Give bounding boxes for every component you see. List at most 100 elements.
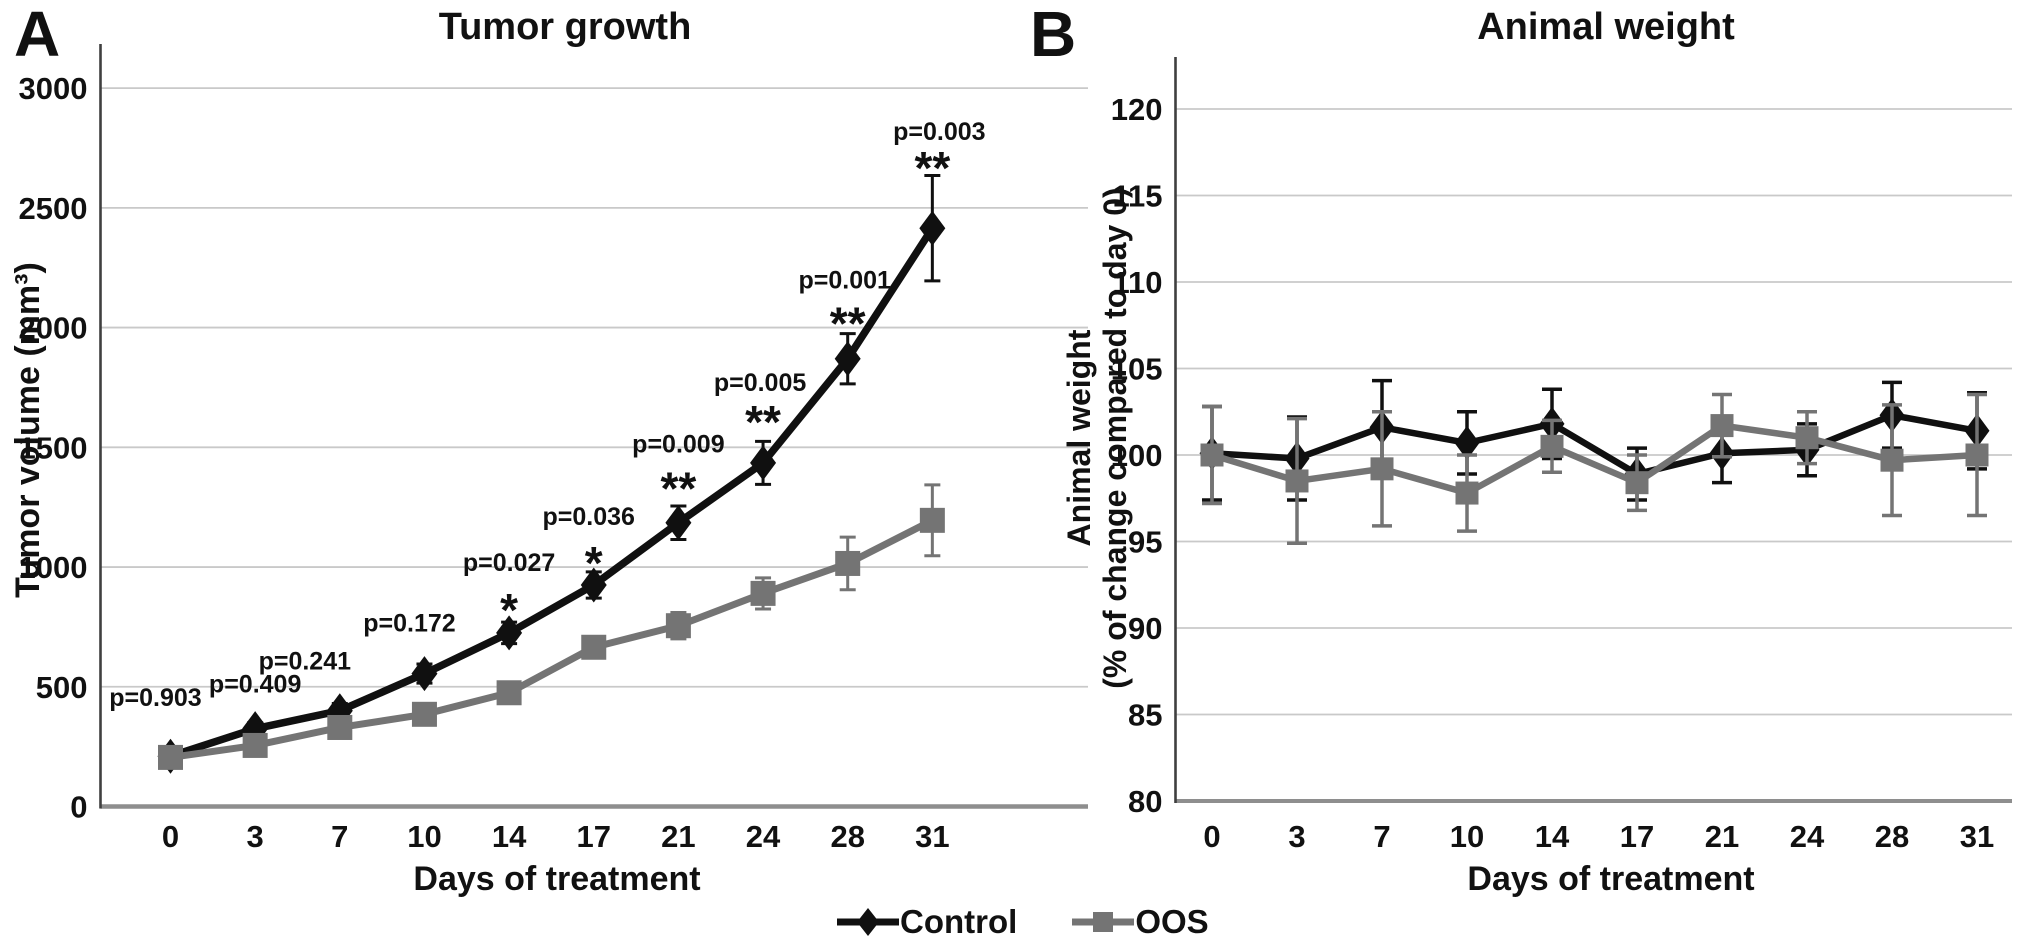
legend-label-oos: OOS — [1135, 903, 1209, 940]
panel-a-oos-marker — [242, 732, 268, 758]
panel-b-y-axis-label-line2: (% of change compared to day 0) — [1097, 187, 1133, 689]
panel-a-pvalue-label: p=0.003 — [893, 118, 985, 146]
panel-a-control-marker — [580, 567, 607, 603]
panel-b-y-tick-label: 100 — [1111, 438, 1163, 473]
panel-b-y-tick-label: 115 — [1112, 179, 1162, 214]
panel-a-x-tick-label: 21 — [661, 819, 695, 854]
panel-a-y-tick-label: 3000 — [19, 71, 88, 106]
panel-b-title: Animal weight — [1477, 6, 1735, 48]
panel-b-oos-marker — [1455, 481, 1479, 505]
panel-a-pvalue-label: p=0.241 — [259, 648, 352, 676]
panel-b-x-tick-label: 7 — [1373, 819, 1390, 854]
panel-b-x-tick-label: 31 — [1960, 819, 1994, 854]
panel-a-control-marker — [919, 210, 946, 246]
panel-a-pvalue-label: p=0.001 — [798, 267, 891, 295]
legend-entry-oos: OOS — [1071, 902, 1209, 942]
legend-entry-control: Control — [836, 902, 1017, 942]
panel-a-y-tick-label: 2500 — [19, 191, 88, 226]
panel-a-oos-marker — [919, 507, 945, 533]
panel-a-oos-marker — [327, 714, 353, 740]
panel-a-oos-marker — [665, 613, 691, 639]
panel-b-y-axis-label: Animal weight (% of change compared to d… — [1061, 18, 1133, 858]
panel-b-oos-marker — [1795, 426, 1819, 450]
panel-b-x-tick-label: 17 — [1620, 819, 1654, 854]
panel-a-significance-stars: ** — [830, 298, 866, 350]
panel-b-oos-marker — [1625, 471, 1649, 495]
panel-a-pvalue-label: p=0.903 — [109, 684, 201, 712]
panel-b-x-tick-label: 14 — [1535, 819, 1570, 854]
panel-a-pvalue-label: p=0.036 — [543, 503, 635, 531]
panel-b-y-tick-label: 80 — [1128, 784, 1162, 819]
panel-a-y-tick-label: 1000 — [19, 550, 88, 585]
panel-a-significance-stars: ** — [745, 396, 781, 448]
panel-a-x-tick-label: 3 — [247, 819, 264, 854]
panel-a-x-tick-label: 10 — [407, 819, 441, 854]
panel-b-y-tick-label: 120 — [1111, 92, 1163, 127]
panel-b-y-tick-label: 95 — [1128, 525, 1162, 560]
panel-a-x-tick-label: 24 — [746, 819, 781, 854]
control-diamond-icon — [837, 908, 899, 936]
legend-label-control: Control — [900, 903, 1018, 940]
panel-a-oos-marker — [581, 634, 607, 660]
panel-a-x-tick-label: 7 — [331, 819, 348, 854]
panel-a-x-tick-label: 17 — [577, 819, 611, 854]
panel-b-x-tick-label: 10 — [1450, 819, 1484, 854]
panel-a-control-marker — [665, 505, 692, 541]
panel-a-oos-marker — [496, 680, 522, 706]
panel-a-oos-marker — [158, 744, 183, 770]
panel-a-significance-stars: * — [500, 584, 518, 636]
panel-a-x-tick-label: 14 — [492, 819, 527, 854]
panel-a-pvalue-label: p=0.005 — [714, 369, 807, 397]
panel-b-x-tick-label: 24 — [1790, 819, 1825, 854]
panel-b-y-tick-label: 110 — [1112, 265, 1162, 300]
panel-b-oos-marker — [1370, 457, 1394, 481]
panel-b-oos-marker — [1200, 443, 1224, 467]
panel-a-y-axis-label: Tumor volume (mm³) — [9, 262, 47, 598]
panel-a-title: Tumor growth — [438, 6, 692, 48]
panel-b-control-marker — [1454, 425, 1480, 460]
panel-a-y-tick-label: 500 — [36, 670, 88, 705]
panel-b-x-tick-label: 3 — [1288, 819, 1305, 854]
panel-a-control-marker — [496, 615, 523, 651]
panel-b-y-axis-label-line1: Animal weight — [1061, 329, 1097, 547]
legend: Control OOS — [836, 902, 1209, 942]
panel-b-y-tick-label: 85 — [1128, 698, 1162, 733]
panel-b-x-axis-label: Days of treatment — [1467, 860, 1755, 898]
panel-b-oos-marker — [1710, 414, 1734, 438]
panel-a-oos-marker — [835, 550, 861, 576]
panel-a-y-tick-label: 1500 — [19, 430, 88, 465]
panel-a-control-marker — [834, 341, 861, 377]
panel-a-oos-line — [170, 517, 934, 761]
panel-a-pvalue-label: p=0.027 — [463, 549, 555, 577]
panel-b-oos-marker — [1540, 434, 1564, 458]
panel-b-x-tick-label: 0 — [1203, 819, 1220, 854]
panel-a-x-axis-label: Days of treatment — [413, 860, 701, 898]
panel-a-control-marker — [750, 445, 777, 481]
panel-b-oos-marker — [1965, 443, 1989, 467]
panel-a-pvalue-label: p=0.009 — [632, 431, 724, 459]
panel-b-oos-line — [1211, 422, 1978, 497]
panel-a-x-tick-label: 0 — [162, 819, 179, 854]
panel-a-y-tick-label: 2000 — [19, 311, 88, 346]
panel-b-control-line — [1211, 411, 1978, 478]
panel-b-y-tick-label: 105 — [1111, 352, 1163, 387]
panel-b-y-tick-label: 90 — [1128, 611, 1162, 646]
panel-a-control-line — [169, 226, 936, 760]
panel-a-label: A — [14, 0, 61, 70]
oos-square-icon — [1072, 912, 1135, 932]
panel-b-x-tick-label: 21 — [1705, 819, 1739, 854]
panel-a-x-tick-label: 31 — [915, 819, 949, 854]
panel-a-pvalue-label: p=0.172 — [363, 610, 455, 638]
panel-b-x-tick-label: 28 — [1875, 819, 1909, 854]
panel-a-oos-marker — [750, 580, 776, 606]
panel-a-significance-stars: ** — [914, 142, 950, 194]
panel-a-significance-stars: * — [585, 537, 603, 589]
panel-b-label: B — [1030, 0, 1077, 70]
panel-a-significance-stars: ** — [660, 463, 696, 515]
panel-a-x-tick-label: 28 — [830, 819, 864, 854]
panel-a-pvalue-label: p=0.409 — [209, 671, 301, 699]
panel-b-oos-marker — [1285, 469, 1309, 493]
panel-a-control-marker — [411, 656, 438, 692]
